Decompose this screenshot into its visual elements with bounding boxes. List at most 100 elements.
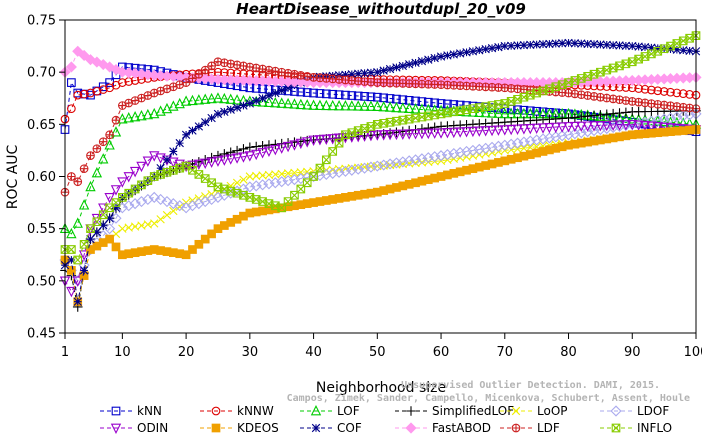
data-point xyxy=(309,172,318,181)
data-point xyxy=(460,145,473,158)
data-point xyxy=(174,200,186,212)
data-point xyxy=(551,39,560,48)
data-point xyxy=(150,219,159,228)
data-point xyxy=(672,88,682,98)
legend-swatch-marker xyxy=(211,423,221,433)
data-point xyxy=(72,45,84,57)
data-point xyxy=(231,153,243,164)
data-point xyxy=(531,123,542,135)
data-point xyxy=(180,202,192,214)
data-point xyxy=(212,92,224,103)
data-point xyxy=(264,170,274,180)
data-point xyxy=(123,172,134,183)
series-odin xyxy=(59,119,702,298)
x-tick-label: 10 xyxy=(114,345,131,360)
data-point xyxy=(98,137,108,147)
data-point xyxy=(148,191,160,203)
data-point xyxy=(328,89,338,99)
data-point xyxy=(199,195,211,208)
data-point xyxy=(194,69,204,79)
data-point xyxy=(271,88,280,98)
data-point xyxy=(296,168,306,177)
data-point xyxy=(181,130,191,139)
legend-item-ldf: LDF xyxy=(500,421,560,434)
data-point xyxy=(607,120,619,131)
data-point xyxy=(486,125,498,137)
data-point xyxy=(181,78,191,87)
data-point xyxy=(123,112,134,123)
data-point xyxy=(290,168,299,178)
data-point xyxy=(360,92,369,101)
data-point xyxy=(677,110,689,122)
data-point xyxy=(398,61,407,71)
data-point xyxy=(494,42,503,52)
data-point xyxy=(358,162,371,174)
data-point xyxy=(91,56,103,68)
data-point xyxy=(569,121,581,133)
data-point xyxy=(78,49,90,62)
data-point xyxy=(238,144,249,154)
data-point xyxy=(582,111,593,121)
data-point xyxy=(193,94,205,105)
x-tick-label: 20 xyxy=(178,345,195,360)
data-point xyxy=(519,40,529,50)
data-point xyxy=(129,198,141,210)
data-point xyxy=(219,92,230,104)
x-axis-label: Neighborhood size xyxy=(316,380,446,396)
data-point xyxy=(461,127,472,138)
data-point xyxy=(232,103,242,112)
data-point xyxy=(341,70,350,79)
y-axis: 0.45 0.50 0.55 0.60 0.65 0.70 0.75 xyxy=(27,14,65,342)
data-point xyxy=(550,131,562,143)
data-point xyxy=(200,234,210,244)
data-point xyxy=(633,120,644,131)
y-tick-label: 0.55 xyxy=(27,222,56,237)
data-point xyxy=(403,155,415,167)
data-point xyxy=(486,141,498,153)
data-point xyxy=(621,107,631,118)
x-tick-label: 50 xyxy=(369,345,386,360)
data-point xyxy=(188,245,197,254)
data-point xyxy=(518,136,530,148)
data-point xyxy=(169,206,178,216)
data-point xyxy=(615,41,624,50)
data-point xyxy=(556,122,568,133)
data-point xyxy=(225,154,236,165)
data-point xyxy=(647,85,656,95)
data-point xyxy=(289,140,300,151)
data-point xyxy=(620,112,632,123)
data-point xyxy=(175,138,184,148)
data-point xyxy=(117,177,128,188)
data-point xyxy=(411,58,420,67)
data-point xyxy=(430,53,439,63)
data-point xyxy=(334,90,344,100)
data-point xyxy=(511,137,524,149)
data-point xyxy=(563,113,574,123)
data-point xyxy=(66,227,77,239)
data-point xyxy=(589,110,599,121)
series-line-odin xyxy=(64,123,697,293)
legend-swatch-marker xyxy=(110,423,122,434)
data-point xyxy=(397,156,409,168)
data-point xyxy=(588,121,600,132)
data-point xyxy=(78,250,90,261)
data-point xyxy=(98,210,108,220)
watermark: Unsupervised Outlier Detection. DAMI, 20… xyxy=(287,379,690,404)
data-point xyxy=(525,106,535,116)
data-point xyxy=(666,87,675,97)
data-point xyxy=(333,166,345,178)
data-point xyxy=(646,121,657,132)
data-point xyxy=(499,139,511,151)
data-point xyxy=(595,110,606,120)
x-axis: 1 10 20 30 40 50 60 70 80 90 100 xyxy=(61,333,702,360)
data-point xyxy=(307,170,320,183)
data-point xyxy=(645,115,657,127)
data-point xyxy=(594,123,606,136)
data-point xyxy=(295,173,307,185)
data-point xyxy=(353,91,363,101)
data-point xyxy=(187,94,198,106)
legend-label: LOF xyxy=(337,404,360,418)
data-point xyxy=(277,169,286,179)
data-point xyxy=(86,88,95,98)
